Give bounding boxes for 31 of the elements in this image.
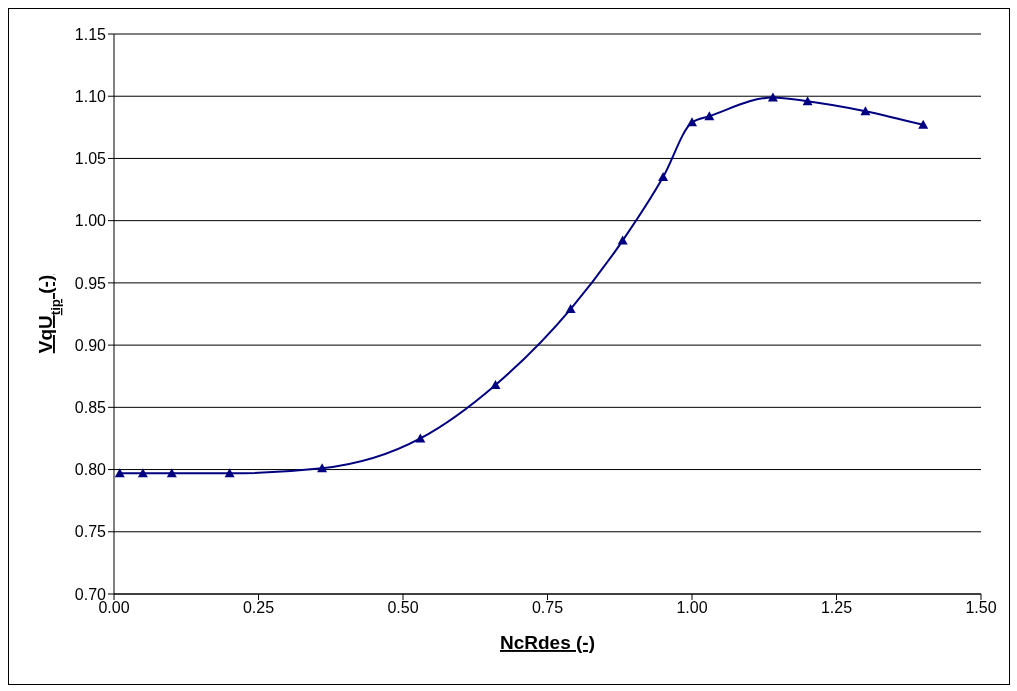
x-tick-label: 1.00 <box>676 599 708 617</box>
y-tick-label: 1.05 <box>74 150 107 168</box>
point <box>317 463 328 473</box>
point <box>114 468 125 478</box>
x-tick-label: 0.25 <box>242 599 275 617</box>
point <box>166 468 177 478</box>
x-tick-label: 0.75 <box>531 599 564 617</box>
y-tick-label: 0.90 <box>74 336 107 354</box>
y-tick-label: 0.95 <box>74 274 107 292</box>
point <box>224 468 235 478</box>
y-tick-label: 1.15 <box>74 25 107 43</box>
point <box>860 106 871 116</box>
y-tick-label: 0.85 <box>74 399 107 417</box>
point <box>565 304 576 314</box>
point <box>658 172 669 182</box>
x-tick-label: 0.50 <box>387 599 419 617</box>
point <box>137 468 148 478</box>
y-tick-label: 1.00 <box>74 212 107 230</box>
x-tick-label: 1.50 <box>965 599 997 617</box>
point <box>704 111 715 121</box>
point <box>918 119 929 129</box>
x-tick-label: 0.00 <box>98 599 130 617</box>
point <box>687 117 697 127</box>
y-tick-label: 0.80 <box>74 461 107 479</box>
x-tick-label: 1.25 <box>820 599 853 617</box>
y-tick-label: 0.75 <box>74 523 107 541</box>
y-tick-label: 1.10 <box>74 87 107 105</box>
point <box>802 96 813 106</box>
x-axis-title: NcRdes (-) <box>499 632 596 653</box>
point <box>490 379 501 389</box>
point <box>617 235 628 245</box>
